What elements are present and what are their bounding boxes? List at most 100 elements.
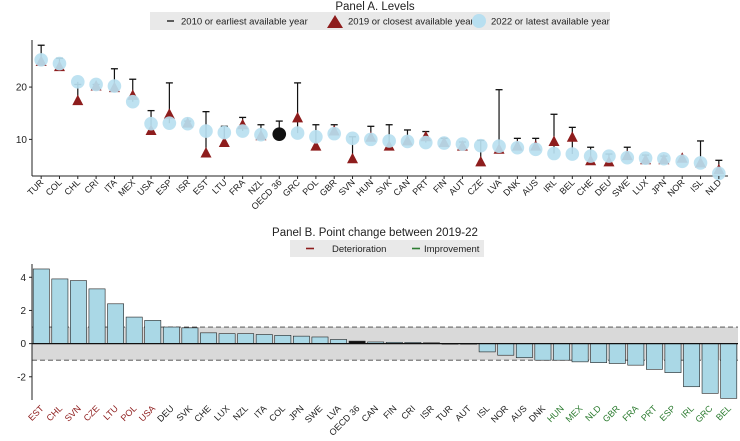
panel-a-x-label-dnk: DNK: [501, 177, 522, 198]
marker-2019-pol: [310, 140, 322, 151]
marker-2022-pol: [309, 129, 323, 144]
panel-a-x-label-aus: AUS: [520, 177, 540, 197]
panel-b-x-label-hun: HUN: [545, 403, 566, 424]
panel-b-x-label-cze: CZE: [82, 403, 102, 423]
panel-b-x-label-fin: FIN: [381, 403, 398, 420]
panel-b-x-label-dnk: DNK: [527, 403, 548, 424]
panel-b-x-label-isr: ISR: [418, 403, 436, 421]
marker-2022-nld: [712, 166, 726, 181]
marker-2022-swe: [620, 150, 635, 165]
panel-b-x-label-fra: FRA: [620, 403, 640, 423]
panel-a-x-label-ltu: LTU: [210, 177, 229, 196]
panel-a-x-label-nld: NLD: [703, 177, 723, 197]
panel-b-x-label-nld: NLD: [583, 403, 603, 423]
panel-b-x-label-nzl: NZL: [231, 403, 250, 422]
panel-b-x-label-esp: ESP: [658, 403, 678, 423]
panel-a-x-label-prt: PRT: [411, 177, 431, 197]
marker-2022-bel: [565, 147, 580, 161]
panel-b-x-label-pol: POL: [119, 403, 139, 423]
panel-b-x-label-deu: DEU: [155, 403, 176, 424]
bar-aus: [515, 343, 533, 359]
panel-a-x-label-can: CAN: [391, 177, 412, 198]
panel-a-x-label-svn: SVN: [337, 177, 357, 197]
panel-b-x-label-mex: MEX: [564, 403, 585, 424]
marker-2022-aut: [455, 137, 470, 151]
marker-2022-ltu: [217, 125, 232, 140]
marker-2022-nor: [675, 154, 690, 169]
panel-b-x-label-lux: LUX: [212, 403, 231, 422]
panel-a-x-label-col: COL: [44, 177, 64, 197]
marker-2022-hun: [364, 132, 378, 147]
panel-a-x-label-fra: FRA: [227, 177, 247, 197]
bar-fra: [627, 343, 645, 366]
marker-2022-deu: [602, 149, 616, 163]
panel-b-y-tick-label: -2: [17, 372, 26, 383]
panel-a-x-label-lux: LUX: [631, 177, 650, 196]
marker-2019-cze: [475, 155, 487, 167]
bar-dnk: [534, 343, 552, 361]
marker-2022-chl: [70, 75, 85, 89]
panel-a-x-label-fin: FIN: [431, 177, 448, 194]
bar-hun: [553, 343, 570, 361]
marker-2022-isl: [693, 156, 708, 170]
bar-svk: [181, 327, 199, 344]
panel-a-x-label-usa: USA: [135, 177, 155, 197]
panel-a-x-label-isl: ISL: [688, 177, 705, 194]
bar-svn: [70, 280, 87, 344]
panel-b-x-label-est: EST: [26, 403, 46, 423]
panel-a-x-label-est: EST: [191, 177, 211, 197]
panel-b-x-label-cri: CRI: [399, 403, 417, 421]
panel-b-y-tick-label: 4: [20, 273, 26, 284]
marker-2022-oecd-36: [272, 127, 287, 141]
bar-irl: [683, 343, 700, 388]
marker-2019-ltu: [218, 136, 230, 147]
panel-a-x-label-gbr: GBR: [318, 177, 339, 198]
panel-b-x-label-jpn: JPN: [287, 403, 306, 422]
marker-2022-nzl: [254, 127, 268, 142]
panel-b-x-label-svn: SVN: [63, 403, 83, 423]
bar-bel: [720, 343, 738, 399]
panel-a-x-label-svk: SVK: [374, 177, 394, 197]
marker-2019-chl: [72, 94, 84, 106]
bar-chl: [51, 278, 69, 344]
panel-a-x-label-grc: GRC: [281, 177, 303, 199]
marker-2022-svk: [382, 134, 396, 148]
bar-esp: [664, 343, 682, 373]
bar-mex: [571, 343, 589, 363]
panel-b-x-label-usa: USA: [137, 403, 157, 423]
panel-b-x-label-svk: SVK: [175, 403, 195, 423]
panel-a-x-label-pol: POL: [300, 177, 320, 197]
bar-pol: [125, 316, 143, 344]
panel-a-x-label-tur: TUR: [25, 177, 46, 198]
bar-nld: [590, 343, 608, 363]
panel-a-x-label-nor: NOR: [665, 177, 687, 199]
marker-2019-svn: [347, 152, 359, 164]
panel-b-x-label-can: CAN: [360, 403, 381, 424]
marker-2022-che: [583, 149, 598, 163]
bar-swe: [311, 336, 329, 344]
panel-b-y-tick-label: 0: [20, 339, 26, 350]
panel-b-x-label-aus: AUS: [509, 403, 529, 423]
panel-a-x-label-mex: MEX: [116, 177, 137, 198]
panel-b-x-label-prt: PRT: [639, 403, 659, 423]
panel-a-x-label-chl: CHL: [62, 177, 82, 197]
panel-b-x-label-nor: NOR: [489, 403, 511, 425]
marker-2022-fin: [437, 136, 451, 150]
marker-2019-bel: [566, 131, 578, 142]
marker-2022-jpn: [657, 151, 671, 166]
panel-b-x-label-tur: TUR: [434, 403, 455, 424]
panel-a-legend-background: [150, 12, 610, 30]
marker-2022-grc: [290, 126, 305, 140]
panel-a-x-label-lva: LVA: [485, 177, 503, 195]
bar-nzl: [237, 333, 255, 344]
panel-a-x-label-irl: IRL: [541, 177, 558, 194]
marker-2022-can: [400, 134, 415, 149]
marker-2022-dnk: [510, 140, 525, 155]
panel-b-title: Panel B. Point change between 2019-22: [272, 227, 478, 239]
panel-b-x-label-gbr: GBR: [601, 403, 622, 424]
panel-b-x-label-aut: AUT: [453, 403, 473, 423]
bar-grc: [701, 343, 719, 394]
legend-deterioration-label: Deterioration: [332, 244, 386, 255]
